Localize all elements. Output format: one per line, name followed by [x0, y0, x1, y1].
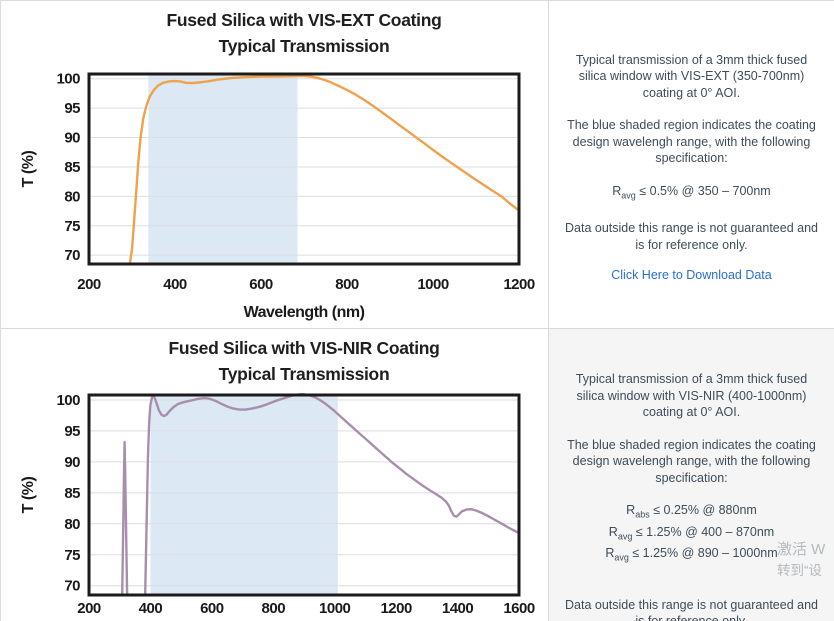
y-tick-label: 75 — [64, 547, 80, 564]
spec-line: Ravg ≤ 1.25% @ 890 – 1000nm — [605, 546, 778, 563]
x-tick-label: 600 — [249, 276, 273, 293]
y-tick-label: 90 — [64, 454, 80, 471]
description-paragraph: Typical transmission of a 3mm thick fuse… — [575, 372, 808, 419]
coating-spec-list: Rabs ≤ 0.25% @ 880nm Ravg ≤ 1.25% @ 400 –… — [562, 502, 821, 567]
y-tick-label: 75 — [64, 218, 80, 235]
x-tick-label: 1400 — [442, 600, 474, 617]
x-tick-label: 200 — [77, 600, 101, 617]
x-tick-label: 1200 — [380, 600, 412, 617]
reference-disclaimer: Data outside this range is not guarantee… — [565, 221, 818, 252]
x-tick-label: 1600 — [503, 600, 535, 617]
x-tick-label: 800 — [262, 600, 286, 617]
spec-line: Ravg ≤ 0.5% @ 350 – 700nm — [612, 183, 771, 201]
vis-nir-row: Fused Silica with VIS-NIR Coating Typica… — [1, 329, 834, 621]
y-tick-label: 70 — [64, 578, 80, 595]
y-tick-label: 95 — [64, 100, 80, 117]
x-tick-label: 800 — [335, 276, 359, 293]
reference-disclaimer: Data outside this range is not guarantee… — [565, 597, 818, 621]
chart-title-line2: Typical Transmission — [218, 36, 390, 56]
y-tick-label: 80 — [64, 516, 80, 533]
vis-ext-transmission-chart: 100 95 90 85 80 75 70 200 400 600 800 1000 1200 T (%)… — [20, 71, 535, 321]
shaded-region-note: The blue shaded region indicates the coa… — [567, 118, 816, 165]
chart-title-line1: Fused Silica with VIS-NIR Coating — [168, 338, 440, 358]
y-axis-label: T (%) — [20, 151, 37, 188]
coating-design-range-shading — [150, 395, 338, 595]
x-axis-label: Wavelength (nm) — [244, 304, 365, 321]
vis-ext-chart-title: Fused Silica with VIS-EXT Coating Typica… — [1, 1, 548, 61]
y-tick-label: 80 — [64, 188, 80, 205]
download-data-link[interactable]: Click Here to Download Data — [611, 268, 772, 282]
y-tick-label: 95 — [64, 423, 80, 440]
vis-ext-description-panel: Typical transmission of a 3mm thick fuse… — [548, 1, 834, 328]
plot-border — [87, 393, 521, 597]
coating-design-range-shading — [148, 74, 298, 264]
vis-nir-chart-title: Fused Silica with VIS-NIR Coating Typica… — [1, 329, 548, 389]
transmission-curve — [120, 440, 129, 595]
y-tick-label: 100 — [56, 392, 80, 409]
spec-line: Rabs ≤ 0.25% @ 880nm — [626, 503, 757, 520]
x-tick-label: 400 — [139, 600, 163, 617]
vis-ext-row: Fused Silica with VIS-EXT Coating Typica… — [1, 1, 834, 329]
y-tick-label: 85 — [64, 159, 80, 176]
y-tick-label: 90 — [64, 130, 80, 147]
x-tick-label: 1000 — [417, 276, 449, 293]
x-tick-label: 400 — [163, 276, 187, 293]
vis-nir-description-panel: Typical transmission of a 3mm thick fuse… — [548, 329, 834, 621]
shaded-region-note: The blue shaded region indicates the coa… — [567, 437, 816, 485]
x-tick-label: 1200 — [503, 276, 535, 293]
vis-nir-transmission-chart: 100 95 90 85 80 75 70 200 400 600 800 1000 1200 1400 1… — [20, 392, 535, 617]
spec-line: Ravg ≤ 1.25% @ 400 – 870nm — [608, 524, 775, 542]
description-paragraph: Typical transmission of a 3mm thick fuse… — [575, 52, 808, 100]
x-tick-label: 600 — [200, 600, 224, 617]
x-tick-label: 200 — [77, 276, 101, 293]
y-tick-label: 70 — [64, 247, 80, 264]
chart-title-line1: Fused Silica with VIS-EXT Coating — [166, 10, 442, 30]
y-tick-label: 85 — [64, 485, 80, 502]
transmission-curve — [128, 74, 521, 266]
plot-border — [87, 72, 521, 266]
y-axis-label: T (%) — [20, 477, 37, 514]
x-tick-label: 1000 — [319, 600, 351, 617]
vis-nir-chart-panel: Fused Silica with VIS-NIR Coating Typica… — [1, 329, 548, 621]
y-tick-label: 100 — [56, 71, 80, 88]
coating-spec-list: Ravg ≤ 0.5% @ 350 – 700nm — [562, 183, 821, 205]
vis-ext-chart-panel: Fused Silica with VIS-EXT Coating Typica… — [1, 1, 548, 328]
chart-title-line2: Typical Transmission — [218, 364, 390, 384]
